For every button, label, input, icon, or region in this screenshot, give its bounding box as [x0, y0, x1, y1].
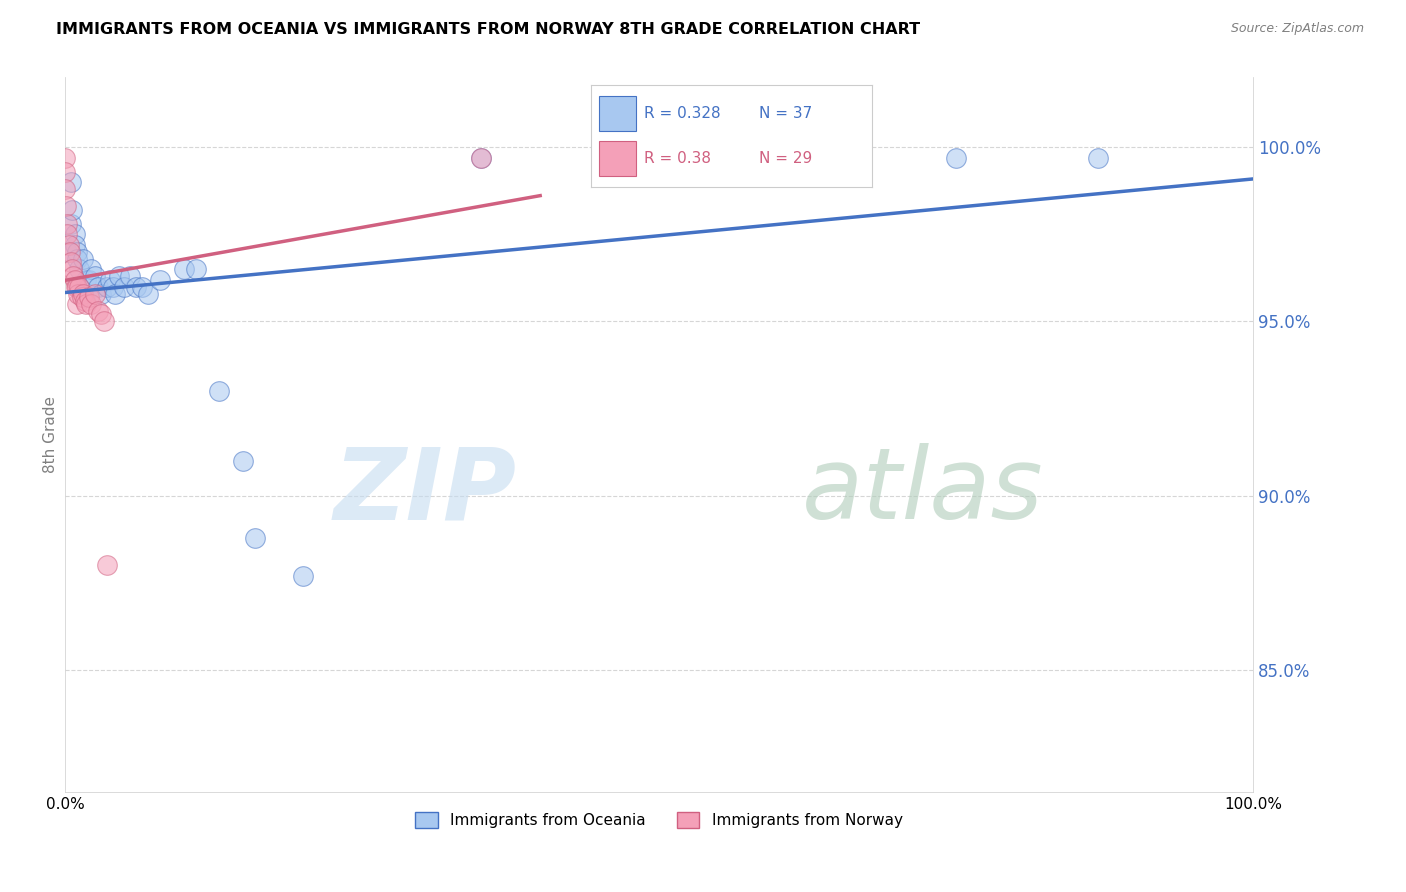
- Point: [67, 286, 90, 301]
- Y-axis label: 8th Grade: 8th Grade: [44, 396, 58, 473]
- Point: [93, 314, 115, 328]
- Point: [80, 262, 103, 277]
- Point: [63, 227, 86, 242]
- Point: [101, 279, 124, 293]
- Point: [67, 279, 90, 293]
- Bar: [599, 96, 636, 131]
- Point: [65, 279, 87, 293]
- Point: [53, 182, 76, 196]
- Point: [66, 297, 89, 311]
- Point: [291, 569, 314, 583]
- Point: [120, 269, 142, 284]
- Text: ZIP: ZIP: [333, 443, 516, 541]
- Point: [470, 151, 492, 165]
- Point: [58, 237, 80, 252]
- Point: [63, 237, 86, 252]
- Point: [131, 279, 153, 293]
- Point: [70, 290, 93, 304]
- Point: [59, 244, 82, 259]
- Point: [60, 175, 83, 189]
- Point: [1087, 151, 1109, 165]
- Point: [90, 308, 112, 322]
- Point: [56, 227, 79, 242]
- Point: [66, 252, 89, 266]
- Point: [60, 262, 83, 277]
- Point: [232, 454, 254, 468]
- Point: [62, 269, 84, 284]
- Point: [77, 290, 100, 304]
- Point: [72, 252, 94, 266]
- Point: [60, 202, 83, 217]
- Point: [114, 279, 136, 293]
- Point: [66, 244, 89, 259]
- Point: [83, 269, 105, 284]
- Point: [67, 262, 90, 277]
- Point: [60, 217, 83, 231]
- Point: [96, 279, 118, 293]
- Point: [96, 558, 118, 573]
- Text: atlas: atlas: [801, 443, 1043, 541]
- Point: [80, 297, 103, 311]
- Point: [945, 151, 967, 165]
- Text: R = 0.328: R = 0.328: [644, 106, 720, 121]
- Point: [136, 286, 159, 301]
- Point: [66, 279, 89, 293]
- Point: [90, 286, 112, 301]
- Point: [87, 304, 110, 318]
- Point: [75, 297, 97, 311]
- Point: [56, 244, 79, 259]
- Point: [75, 272, 97, 286]
- Point: [75, 293, 97, 308]
- Point: [184, 262, 207, 277]
- Text: Source: ZipAtlas.com: Source: ZipAtlas.com: [1230, 22, 1364, 36]
- Point: [149, 272, 172, 286]
- Point: [243, 531, 266, 545]
- Text: N = 29: N = 29: [759, 151, 813, 166]
- Point: [63, 272, 86, 286]
- Point: [83, 286, 105, 301]
- Point: [208, 384, 231, 398]
- Point: [107, 269, 129, 284]
- Point: [125, 279, 148, 293]
- Point: [55, 199, 77, 213]
- Point: [104, 286, 127, 301]
- Point: [53, 164, 76, 178]
- Legend: Immigrants from Oceania, Immigrants from Norway: Immigrants from Oceania, Immigrants from…: [409, 806, 908, 834]
- Point: [72, 286, 94, 301]
- Point: [98, 272, 121, 286]
- Text: IMMIGRANTS FROM OCEANIA VS IMMIGRANTS FROM NORWAY 8TH GRADE CORRELATION CHART: IMMIGRANTS FROM OCEANIA VS IMMIGRANTS FR…: [56, 22, 921, 37]
- Point: [173, 262, 195, 277]
- Bar: [599, 141, 636, 176]
- Point: [790, 158, 813, 172]
- Point: [53, 151, 76, 165]
- Point: [87, 279, 110, 293]
- Point: [60, 255, 83, 269]
- Point: [470, 151, 492, 165]
- Point: [77, 272, 100, 286]
- Point: [56, 217, 79, 231]
- Text: R = 0.38: R = 0.38: [644, 151, 711, 166]
- Text: N = 37: N = 37: [759, 106, 813, 121]
